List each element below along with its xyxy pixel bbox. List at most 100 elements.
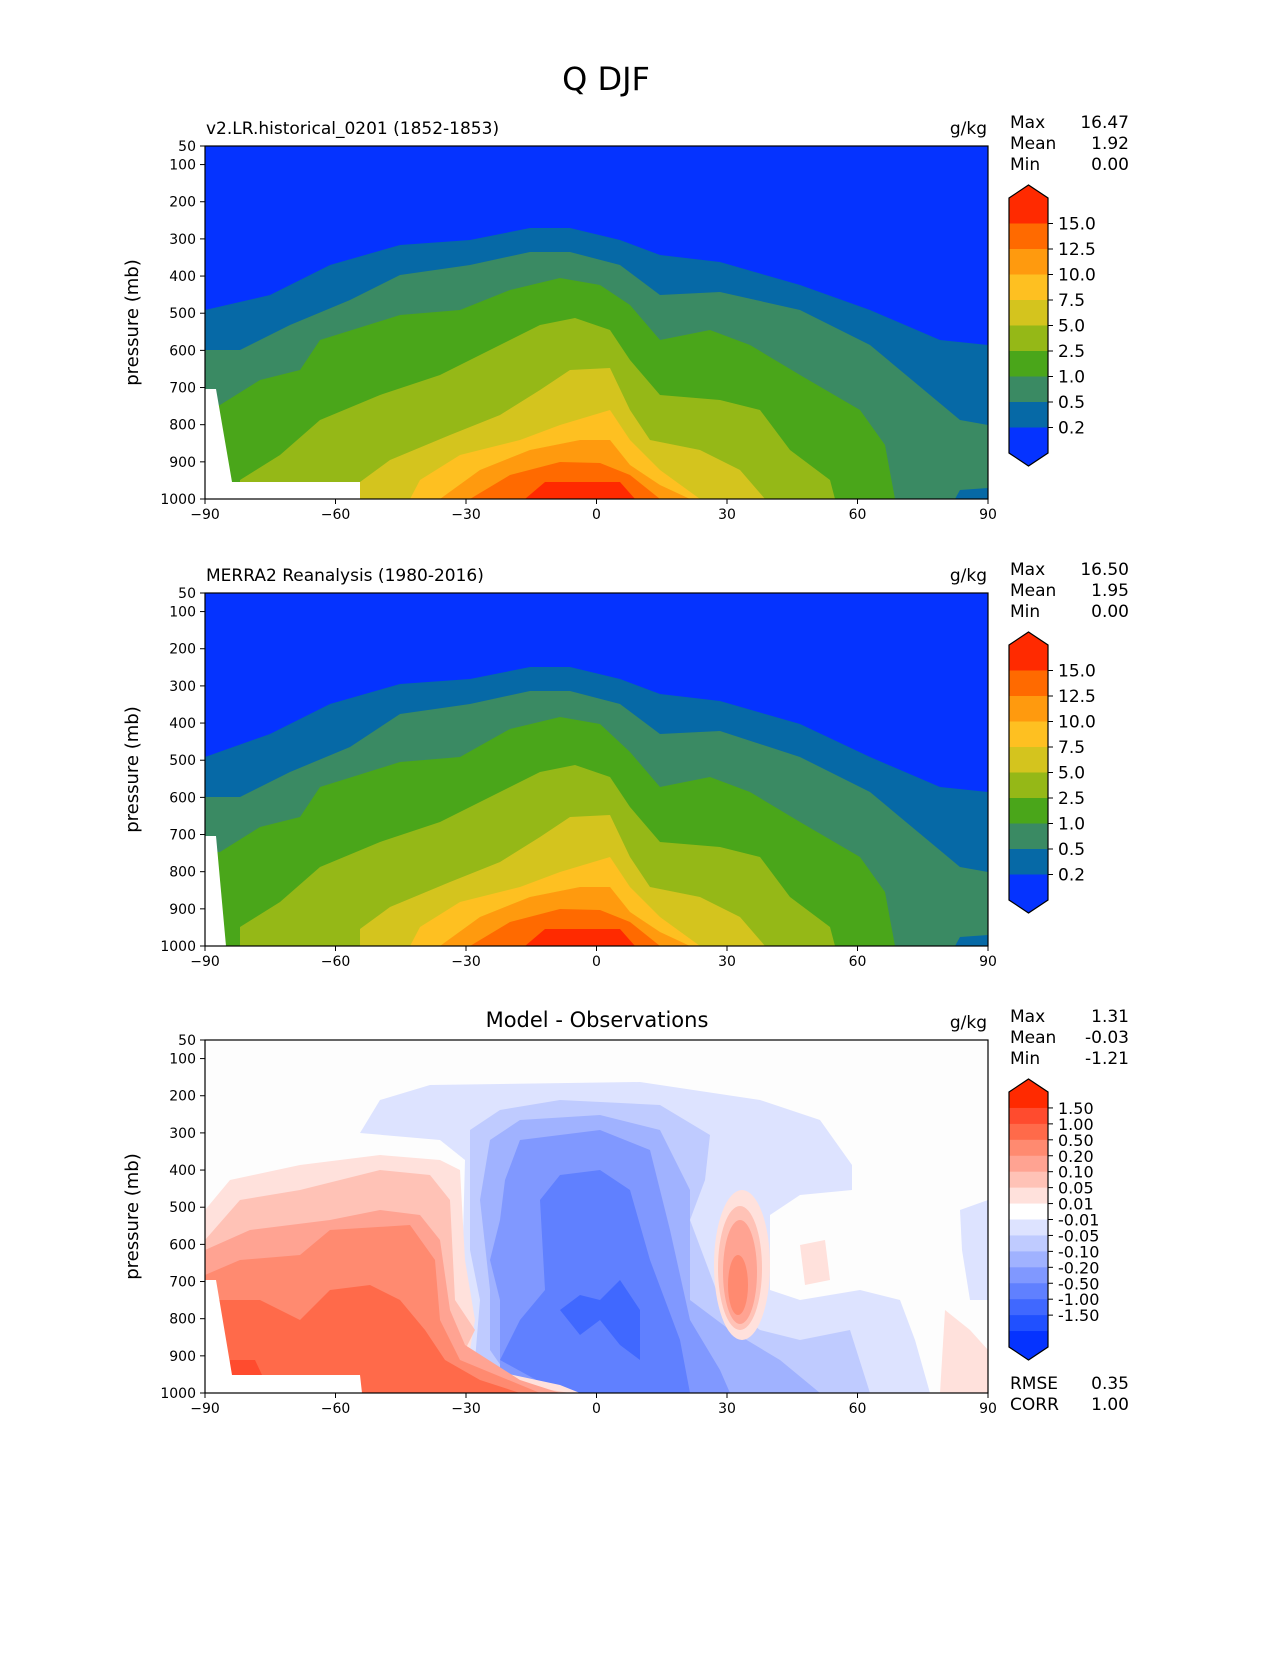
- colorbar-band: [1009, 696, 1048, 722]
- x-tick-label: −60: [321, 1401, 351, 1417]
- subplot-title: MERRA2 Reanalysis (1980-2016): [206, 566, 484, 586]
- colorbar: 1.501.000.500.200.100.050.01-0.01-0.05-0…: [1008, 1078, 1099, 1361]
- y-axis-label: pressure (mb): [122, 1153, 143, 1279]
- colorbar-tick-label: 2.5: [1058, 342, 1085, 362]
- y-tick-label: 700: [169, 1275, 196, 1291]
- colorbar-band: [1009, 223, 1048, 250]
- colorbar-tick-label: 2.5: [1058, 789, 1085, 809]
- colorbar: 15.0 12.5 10.0 7.5 5.0 2.5 1.0 0.5 0.2: [1008, 631, 1096, 914]
- y-tick-label: 800: [169, 1312, 196, 1328]
- subplot-2: MERRA2 Reanalysis (1980-2016) g/kg 50 100 20…: [122, 560, 1129, 970]
- units-label: g/kg: [950, 566, 987, 586]
- stat-value: 1.95: [1091, 581, 1129, 601]
- colorbar-band: [1009, 402, 1048, 428]
- contour-band: [560, 1280, 640, 1360]
- y-tick-label: 50: [178, 1033, 196, 1049]
- y-tick-label: 500: [169, 753, 196, 769]
- stat-label: Mean: [1010, 1028, 1056, 1048]
- colorbar-tick-label: -0.50: [1058, 1274, 1099, 1293]
- y-tick-label: 900: [169, 455, 196, 471]
- stat-value: 1.92: [1091, 134, 1129, 154]
- y-tick-label: 200: [169, 1089, 196, 1105]
- y-axis-label: pressure (mb): [122, 706, 143, 832]
- colorbar-band: [1009, 1267, 1048, 1284]
- subplot-3: Model - Observations g/kg5010020030040050…: [122, 1007, 1129, 1417]
- y-tick-label: 200: [169, 195, 196, 211]
- subplot-title: Model - Observations: [486, 1008, 709, 1032]
- y-tick-label: 1000: [160, 492, 196, 508]
- figure-title: Q DJF: [562, 60, 650, 98]
- x-tick-label: −30: [451, 507, 481, 523]
- colorbar-tick-label: 0.5: [1058, 840, 1085, 860]
- colorbar-band: [1009, 1155, 1048, 1173]
- colorbar-tick-label: 5.0: [1058, 764, 1085, 784]
- y-tick-label: 400: [169, 716, 196, 732]
- colorbar-outline: [1008, 631, 1049, 914]
- x-tick-label: 30: [718, 507, 736, 523]
- colorbar-tick-label: -0.05: [1058, 1226, 1099, 1245]
- colorbar-tick-label: 1.50: [1058, 1099, 1094, 1118]
- stat-label: Mean: [1010, 134, 1056, 154]
- y-tick-label: 300: [169, 232, 196, 248]
- stat-label: Max: [1010, 113, 1045, 133]
- y-tick-label: 700: [169, 828, 196, 844]
- contour-band: [215, 1285, 520, 1393]
- colorbar-tick-label: 7.5: [1058, 738, 1085, 758]
- colorbar-tick-label: 7.5: [1058, 291, 1085, 311]
- contour-band: [960, 1200, 988, 1300]
- y-tick-label: 200: [169, 642, 196, 658]
- colorbar-tick-label: -1.00: [1058, 1290, 1099, 1309]
- colorbar-band: [1009, 1251, 1048, 1268]
- colorbar-band: [1009, 1203, 1048, 1220]
- x-tick-label: −30: [451, 1401, 481, 1417]
- colorbar-band: [1009, 1283, 1048, 1300]
- y-axis-label: pressure (mb): [122, 259, 143, 385]
- colorbar-tick-label: 0.01: [1058, 1195, 1094, 1214]
- stat-label: Max: [1010, 1007, 1045, 1027]
- x-tick-label: −90: [190, 507, 220, 523]
- units-label: g/kg: [950, 1013, 987, 1033]
- y-tick-label: 500: [169, 1200, 196, 1216]
- colorbar-band: [1009, 747, 1048, 773]
- x-tick-label: −90: [190, 1401, 220, 1417]
- stat-value: 0.00: [1091, 155, 1129, 175]
- y-tick-label: 800: [169, 865, 196, 881]
- stat-value: 16.47: [1080, 113, 1129, 133]
- x-tick-label: 0: [592, 954, 601, 970]
- contour-field: [205, 146, 988, 499]
- y-tick-label: 600: [169, 1237, 196, 1253]
- colorbar-band: [1009, 645, 1048, 671]
- colorbar-extend-max: [1009, 632, 1048, 645]
- colorbar-tick-label: 0.5: [1058, 393, 1085, 413]
- y-tick-label: 100: [169, 158, 196, 174]
- x-tick-label: 60: [849, 507, 867, 523]
- colorbar: 15.0 12.5 10.0 7.5 5.0 2.5 1.0 0.5 0.2: [1008, 184, 1096, 467]
- colorbar-band: [1009, 772, 1048, 799]
- stat-label: Min: [1010, 602, 1040, 622]
- x-tick-label: 60: [849, 1401, 867, 1417]
- y-tick-label: 300: [169, 679, 196, 695]
- colorbar-extend-max: [1009, 185, 1048, 198]
- y-tick-label: 300: [169, 1126, 196, 1142]
- colorbar-band: [1009, 1123, 1048, 1141]
- colorbar-band: [1009, 1092, 1048, 1109]
- x-tick-label: 90: [979, 954, 997, 970]
- colorbar-band: [1009, 1139, 1048, 1157]
- y-tick-label: 600: [169, 343, 196, 359]
- units-label: g/kg: [950, 119, 987, 139]
- colorbar-tick-label: 1.0: [1058, 815, 1085, 835]
- contour-band: [525, 929, 635, 946]
- x-tick-label: −60: [321, 507, 351, 523]
- contour-band: [955, 935, 988, 946]
- colorbar-band: [1009, 351, 1048, 377]
- x-tick-label: −90: [190, 954, 220, 970]
- y-tick-label: 100: [169, 605, 196, 621]
- metric-value: 1.00: [1091, 1395, 1129, 1415]
- colorbar-band: [1009, 721, 1048, 748]
- colorbar-tick-label: 0.2: [1058, 419, 1085, 439]
- y-tick-label: 900: [169, 902, 196, 918]
- colorbar-band: [1009, 249, 1048, 275]
- colorbar-band: [1009, 198, 1048, 224]
- y-tick-label: 50: [178, 586, 196, 602]
